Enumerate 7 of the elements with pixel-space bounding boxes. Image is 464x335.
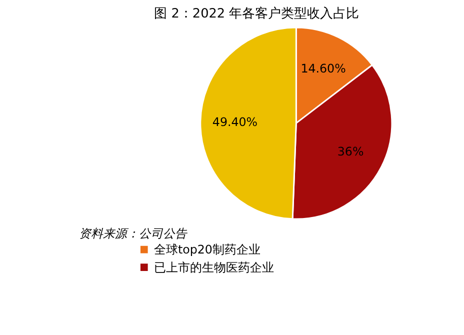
data-label: 36% xyxy=(337,144,364,158)
chart-title: 图 2：2022 年各客户类型收入占比 xyxy=(154,6,360,22)
data-label: 49.40% xyxy=(212,115,258,130)
text: 资料来源：公司公告 xyxy=(78,226,188,241)
legend-label: 已上市的生物医药企业 xyxy=(154,260,274,274)
legend-label: 全球top20制药企业 xyxy=(154,242,260,257)
data-label: 14.60% xyxy=(300,61,346,76)
